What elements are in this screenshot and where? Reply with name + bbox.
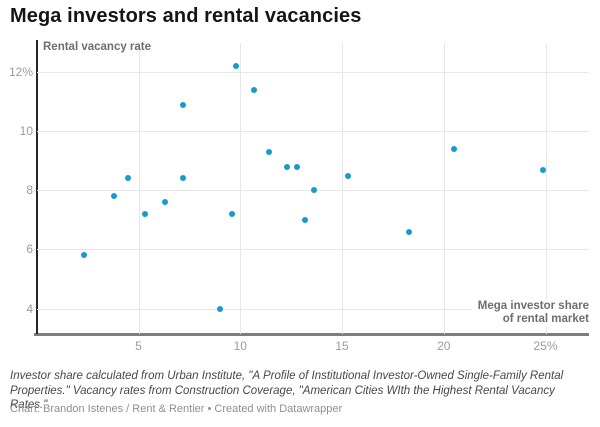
y-tick-label: 12% — [8, 65, 33, 80]
chart-title: Mega investors and rental vacancies — [10, 5, 362, 27]
x-axis-title: Mega investor share of rental market — [471, 299, 589, 327]
scatter-point[interactable] — [265, 148, 272, 155]
y-axis-title: Rental vacancy rate — [43, 41, 152, 53]
scatter-point[interactable] — [302, 216, 309, 223]
x-tick-label: 5 — [135, 339, 142, 353]
source-notes: Investor share calculated from Urban Ins… — [10, 370, 564, 411]
scatter-point[interactable] — [284, 163, 291, 170]
y-tick-label: 10 — [19, 124, 33, 139]
scatter-point[interactable] — [251, 86, 258, 93]
x-tick-label: 20 — [437, 339, 451, 353]
scatter-point[interactable] — [161, 199, 168, 206]
scatter-point[interactable] — [216, 305, 223, 312]
x-gridline — [342, 43, 343, 334]
scatter-point[interactable] — [80, 252, 87, 259]
credit-line: Chart: Brandon Istenes / Rent & Rentier … — [10, 403, 343, 415]
scatter-point[interactable] — [294, 163, 301, 170]
y-axis-line — [36, 40, 38, 334]
x-tick-label: 15 — [335, 339, 349, 353]
y-gridline — [37, 308, 589, 310]
y-gridline — [37, 249, 589, 251]
scatter-point[interactable] — [406, 228, 413, 235]
scatter-point[interactable] — [180, 175, 187, 182]
scatter-point[interactable] — [111, 193, 118, 200]
scatter-point[interactable] — [180, 101, 187, 108]
x-tick-label: 10 — [233, 339, 247, 353]
x-gridline — [545, 43, 547, 334]
scatter-point[interactable] — [233, 63, 240, 70]
scatter-point[interactable] — [450, 145, 457, 152]
x-axis-title-line1: Mega investor share — [477, 300, 589, 312]
scatter-point[interactable] — [345, 172, 352, 179]
x-axis-line — [34, 333, 589, 336]
y-tick-label: 8 — [26, 183, 33, 198]
scatter-point[interactable] — [540, 166, 547, 173]
y-tick-label: 6 — [26, 242, 33, 257]
scatter-point[interactable] — [141, 210, 148, 217]
x-tick-label: 25% — [533, 339, 558, 353]
y-tick-label: 4 — [26, 301, 33, 316]
x-gridline — [240, 43, 242, 334]
x-gridline — [138, 43, 140, 334]
scatter-point[interactable] — [310, 187, 317, 194]
y-gridline — [37, 131, 589, 133]
scatter-point[interactable] — [125, 175, 132, 182]
x-gridline — [443, 43, 445, 334]
x-axis-title-line2: of rental market — [502, 313, 589, 325]
y-gridline — [37, 72, 589, 74]
scatter-point[interactable] — [229, 210, 236, 217]
